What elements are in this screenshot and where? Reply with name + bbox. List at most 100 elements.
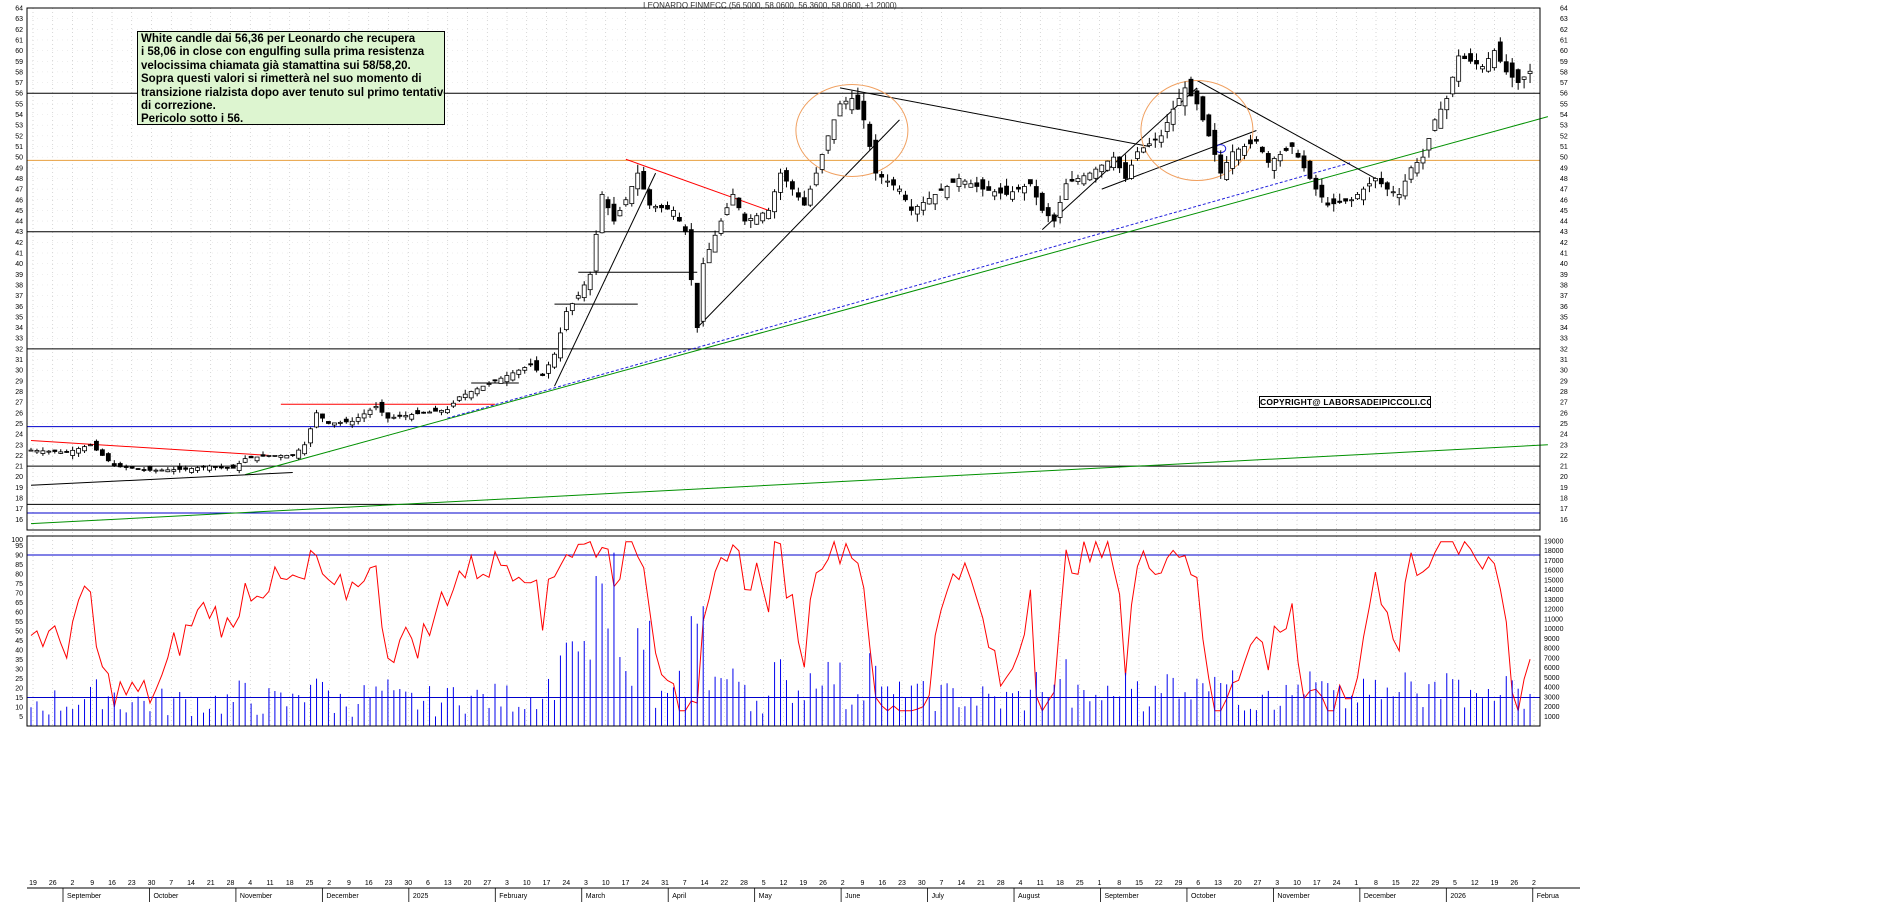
day-tick-label: 29 <box>1175 880 1183 887</box>
candle-body <box>760 212 766 222</box>
candle-body <box>183 467 189 470</box>
candle-body <box>1182 87 1188 107</box>
day-tick-label: 6 <box>426 880 430 887</box>
oscillator-tick-label: 90 <box>15 553 23 560</box>
price-tick-label-left: 61 <box>15 37 23 44</box>
price-tick-label-left: 46 <box>15 197 23 204</box>
trendline-black-march <box>554 172 657 387</box>
volume-tick-label: 3000 <box>1544 694 1560 701</box>
trendline-black-oct <box>1196 80 1376 179</box>
price-tick-label-right: 60 <box>1560 48 1568 55</box>
volume-tick-label: 12000 <box>1544 607 1564 614</box>
price-tick-label-right: 41 <box>1560 251 1568 258</box>
price-tick-label-right: 22 <box>1560 453 1568 460</box>
candle-body <box>790 181 795 190</box>
candle-body <box>88 444 93 447</box>
candle-body <box>415 410 421 415</box>
price-tick-label-left: 48 <box>15 176 23 183</box>
candle-body <box>1039 192 1045 211</box>
candle-body <box>712 234 718 253</box>
day-tick-label: 20 <box>464 880 472 887</box>
candle-body <box>230 464 236 469</box>
price-tick-label-right: 21 <box>1560 464 1568 471</box>
candle-body <box>855 94 861 110</box>
candle-body <box>266 455 272 457</box>
day-tick-label: 10 <box>523 880 531 887</box>
price-tick-label-left: 24 <box>15 432 23 439</box>
candle-body <box>825 135 831 151</box>
day-tick-label: 7 <box>683 880 687 887</box>
candle-body <box>795 192 801 198</box>
day-tick-label: 30 <box>918 880 926 887</box>
oscillator-pane-frame <box>26 535 1541 727</box>
day-tick-label: 18 <box>1056 880 1064 887</box>
candle-body <box>1158 135 1164 143</box>
price-tick-label-left: 31 <box>15 357 23 364</box>
price-tick-label-right: 30 <box>1560 368 1568 375</box>
candle-body <box>718 220 724 234</box>
candle-body <box>563 311 569 331</box>
price-tick-label-left: 56 <box>15 91 23 98</box>
price-tick-label-right: 32 <box>1560 346 1568 353</box>
month-tick-label: August <box>1018 893 1040 900</box>
candle-body <box>1420 156 1426 164</box>
oscillator-tick-label: 85 <box>15 562 23 569</box>
note-line: velocissima chiamata già stamattina sui … <box>141 59 411 72</box>
day-tick-label: 5 <box>1453 880 1457 887</box>
candle-body <box>1105 160 1111 171</box>
candle-body <box>1509 62 1515 78</box>
day-tick-label: 5 <box>762 880 766 887</box>
candle-body <box>1045 207 1051 217</box>
candle-body <box>694 282 700 328</box>
candle-body <box>28 449 34 452</box>
price-tick-label-left: 52 <box>15 133 23 140</box>
candle-body <box>1307 160 1313 179</box>
price-tick-label-left: 55 <box>15 101 23 108</box>
volume-layer <box>30 552 1531 726</box>
candle-body <box>510 372 516 381</box>
candle-body <box>1111 156 1117 169</box>
candle-body <box>700 263 706 322</box>
day-tick-label: 15 <box>1392 880 1400 887</box>
day-tick-label: 22 <box>1412 880 1420 887</box>
day-tick-label: 13 <box>444 880 452 887</box>
candle-body <box>480 385 486 391</box>
candle-body <box>1248 139 1253 145</box>
price-tick-label-right: 38 <box>1560 282 1568 289</box>
trendline-green-long <box>30 444 1548 525</box>
candle-body <box>659 205 664 209</box>
day-tick-label: 24 <box>1333 880 1341 887</box>
price-tick-label-left: 57 <box>15 80 23 87</box>
candle-body <box>1289 142 1295 147</box>
candle-body <box>123 465 129 468</box>
candle-body <box>1450 76 1456 95</box>
candle-body <box>94 440 99 451</box>
candle-body <box>1224 162 1230 180</box>
price-tick-label-right: 24 <box>1560 432 1568 439</box>
candle-body <box>409 414 415 420</box>
candle-body <box>1503 61 1509 73</box>
candle-body <box>968 183 974 188</box>
trendline-black-april <box>696 119 900 328</box>
candle-body <box>135 468 141 470</box>
day-tick-label: 12 <box>780 880 788 887</box>
month-tick-label: Februa <box>1537 893 1559 900</box>
trendline-black-left <box>30 471 293 486</box>
price-tick-label-right: 34 <box>1560 325 1568 332</box>
candle-body <box>105 453 111 462</box>
candle-body <box>784 170 789 182</box>
candle-body <box>867 123 873 147</box>
price-tick-label-right: 25 <box>1560 421 1568 428</box>
candle-body <box>1474 60 1479 65</box>
price-tick-label-left: 45 <box>15 208 23 215</box>
candle-body <box>522 367 528 371</box>
price-tick-label-right: 51 <box>1560 144 1568 151</box>
price-tick-label-right: 16 <box>1560 517 1568 524</box>
candle-body <box>171 469 177 472</box>
candle-body <box>129 466 135 469</box>
candle-body <box>778 172 783 193</box>
candle-body <box>236 463 242 471</box>
candle-body <box>1230 151 1236 169</box>
volume-tick-label: 10000 <box>1544 626 1564 633</box>
price-tick-label-right: 49 <box>1560 165 1568 172</box>
